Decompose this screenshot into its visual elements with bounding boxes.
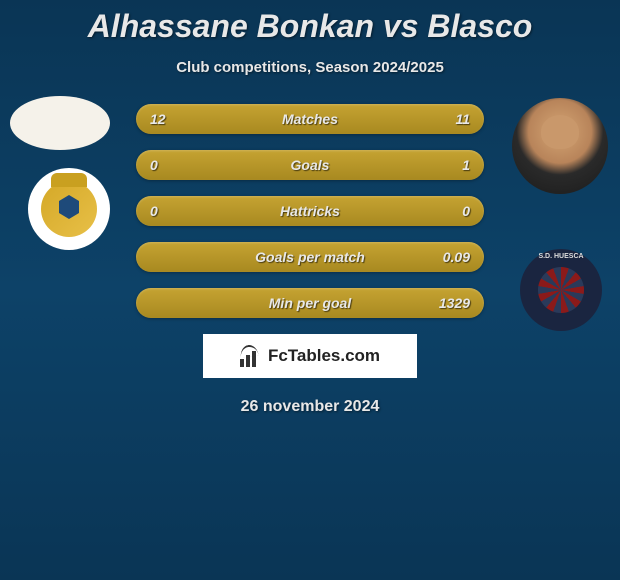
stat-row-goals-per-match: Goals per match 0.09 <box>136 242 484 272</box>
stat-left-value: 0 <box>150 157 180 173</box>
club-badge-right: S.D. HUESCA <box>520 249 602 331</box>
stat-right-value: 1329 <box>439 295 470 311</box>
comparison-content: S.D. HUESCA 12 Matches 11 0 Goals 1 0 Ha… <box>0 104 620 416</box>
club-badge-left <box>28 168 110 250</box>
player-right-avatar <box>512 98 608 194</box>
comparison-subtitle: Club competitions, Season 2024/2025 <box>0 59 620 76</box>
stat-right-value: 0 <box>440 203 470 219</box>
fctables-chart-icon <box>240 345 262 367</box>
stat-row-matches: 12 Matches 11 <box>136 104 484 134</box>
stat-left-value: 0 <box>150 203 180 219</box>
oviedo-crest-icon <box>41 181 97 237</box>
stat-label: Matches <box>282 111 338 127</box>
stat-right-value: 1 <box>440 157 470 173</box>
comparison-title: Alhassane Bonkan vs Blasco <box>0 0 620 45</box>
stat-left-value: 12 <box>150 111 180 127</box>
stat-right-value: 11 <box>440 111 470 127</box>
player-left-avatar <box>10 96 110 150</box>
stats-container: 12 Matches 11 0 Goals 1 0 Hattricks 0 Go… <box>136 104 484 318</box>
stat-label: Goals per match <box>255 249 365 265</box>
stat-row-min-per-goal: Min per goal 1329 <box>136 288 484 318</box>
stat-label: Hattricks <box>280 203 340 219</box>
fctables-text: FcTables.com <box>268 346 380 366</box>
stat-right-value: 0.09 <box>440 249 470 265</box>
stat-label: Goals <box>291 157 330 173</box>
stat-row-hattricks: 0 Hattricks 0 <box>136 196 484 226</box>
comparison-date: 26 november 2024 <box>0 398 620 416</box>
huesca-crest-icon <box>532 261 590 319</box>
huesca-badge-text: S.D. HUESCA <box>520 253 602 260</box>
stat-label: Min per goal <box>269 295 351 311</box>
stat-row-goals: 0 Goals 1 <box>136 150 484 180</box>
source-logo: FcTables.com <box>203 334 417 378</box>
